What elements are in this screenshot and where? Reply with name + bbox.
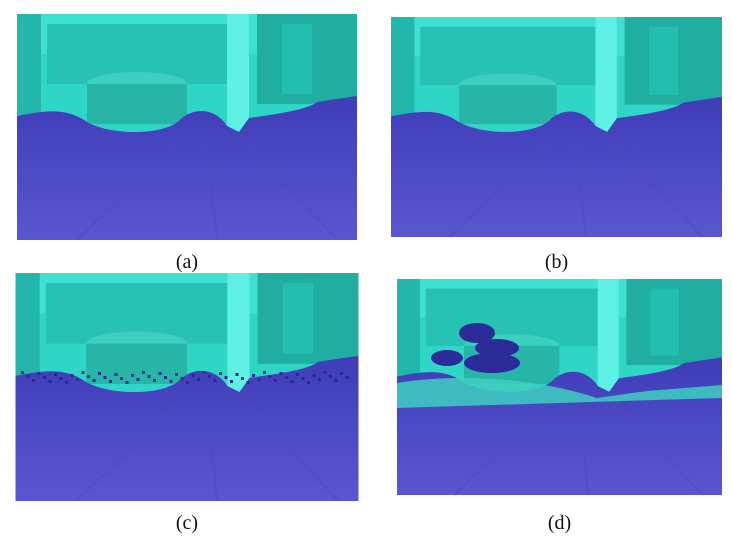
caption: (a): [176, 251, 198, 273]
noise: [153, 379, 156, 382]
noise: [93, 379, 96, 382]
noise: [126, 381, 129, 384]
noise: [49, 380, 52, 383]
noise: [43, 376, 46, 379]
noise: [54, 373, 57, 376]
caption: (b): [545, 251, 568, 273]
noise: [131, 374, 134, 377]
noise-blob: [431, 350, 463, 366]
noise: [159, 372, 162, 375]
noise: [104, 376, 107, 379]
noise: [192, 374, 195, 377]
segmentation-image: [15, 273, 358, 501]
noise: [142, 371, 145, 374]
noise: [98, 372, 101, 375]
noise-blob: [464, 353, 520, 373]
noise: [335, 379, 338, 382]
noise: [148, 375, 151, 378]
noise: [307, 381, 310, 384]
noise: [263, 371, 266, 374]
noise: [225, 376, 228, 379]
noise: [269, 375, 272, 378]
noise: [236, 373, 239, 376]
noise: [346, 376, 349, 379]
noise: [38, 372, 41, 375]
noise: [181, 377, 184, 380]
noise: [137, 378, 140, 381]
noise: [32, 379, 35, 382]
noise: [164, 376, 167, 379]
noise: [274, 379, 277, 382]
noise: [115, 373, 118, 376]
panel: (a): [17, 14, 357, 273]
noise: [60, 377, 63, 380]
noise: [175, 373, 178, 376]
noise: [329, 375, 332, 378]
noise: [241, 377, 244, 380]
noise: [71, 374, 74, 377]
segmentation-image: [17, 14, 357, 240]
noise: [291, 380, 294, 383]
noise: [120, 377, 123, 380]
noise: [87, 375, 90, 378]
noise: [313, 374, 316, 377]
noise: [296, 373, 299, 376]
noise: [82, 371, 85, 374]
panel: (c): [15, 273, 358, 534]
noise: [109, 380, 112, 383]
noise: [340, 372, 343, 375]
noise: [76, 378, 79, 381]
noise: [285, 376, 288, 379]
noise: [247, 381, 250, 384]
panel-grid: (a) (b) (c) (d): [15, 14, 722, 534]
caption: (c): [176, 512, 198, 534]
noise: [230, 380, 233, 383]
noise: [302, 377, 305, 380]
noise: [280, 372, 283, 375]
panel: (d): [397, 279, 722, 534]
figure: (a) (b) (c) (d): [0, 0, 732, 538]
noise: [214, 379, 217, 382]
noise: [208, 375, 211, 378]
noise: [186, 381, 189, 384]
noise: [219, 372, 222, 375]
noise: [318, 378, 321, 381]
noise: [203, 371, 206, 374]
panel: (b): [391, 17, 722, 273]
noise: [21, 371, 24, 374]
noise: [65, 381, 68, 384]
noise: [324, 371, 327, 374]
caption: (d): [548, 512, 571, 534]
noise: [252, 374, 255, 377]
segmentation-image: [391, 17, 722, 237]
noise: [27, 375, 30, 378]
noise: [258, 378, 261, 381]
noise: [170, 380, 173, 383]
noise: [197, 378, 200, 381]
